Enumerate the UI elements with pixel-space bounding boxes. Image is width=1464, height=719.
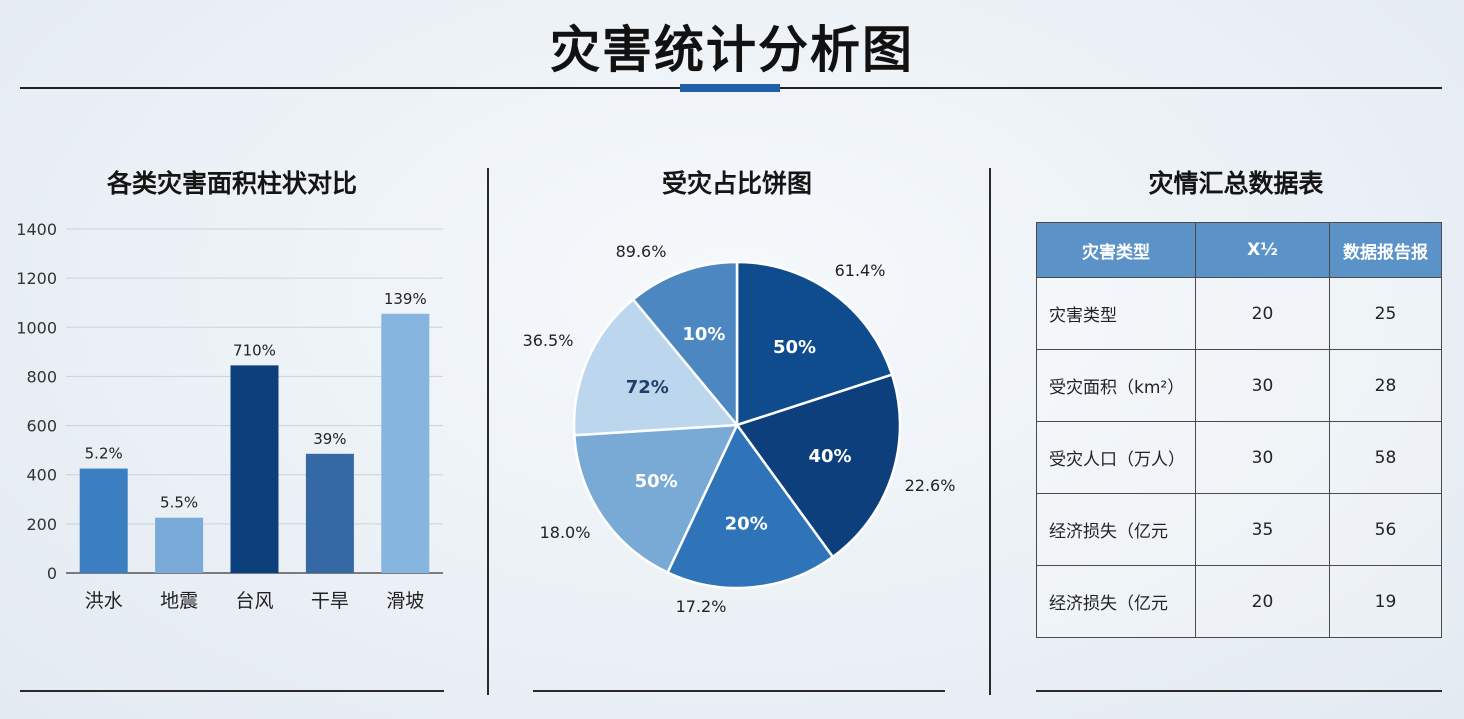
bar-chart: 0 200 400 600 800 1000 1200 1400 5.2% 洪水 5.5% 地震 710… (16, 220, 443, 612)
x-tick-label: 干旱 (311, 590, 349, 612)
table-cell: 30 (1195, 349, 1330, 422)
table-row: 灾害类型 20 25 (1036, 277, 1442, 350)
bar-data-label: 5.2% (85, 445, 123, 463)
bar-data-label: 710% (233, 341, 276, 359)
bar (155, 517, 204, 573)
y-tick-label: 1200 (16, 269, 57, 288)
pie-slice (631, 260, 739, 429)
pie-outer-label: 89.6% (616, 242, 667, 261)
table-row: 受灾人口（万人） 30 58 (1036, 421, 1442, 494)
pie-outer-label: 36.5% (523, 331, 574, 350)
table-cell: 56 (1329, 493, 1442, 566)
table-cell: 35 (1195, 493, 1330, 566)
pie-inner-label: 50% (635, 471, 678, 492)
title-accent-bar (680, 84, 780, 92)
pie-inner-label: 40% (808, 446, 851, 467)
table-cell: 28 (1329, 349, 1442, 422)
page-title: 灾害统计分析图 (550, 21, 914, 79)
table-title: 灾情汇总数据表 (1148, 169, 1324, 198)
x-tick-label: 滑坡 (386, 590, 424, 612)
bar-panel-bottom-rule (20, 690, 444, 692)
table-header-cell: 灾害类型 (1036, 222, 1196, 278)
pie-inner-label: 20% (725, 513, 768, 534)
bar-data-label: 39% (313, 430, 346, 448)
table-cell: 经济损失（亿元 (1036, 565, 1196, 638)
table-header-cell: 数据报告报 (1329, 222, 1442, 278)
pie-panel-bottom-rule (533, 690, 945, 692)
y-tick-label: 1000 (16, 318, 57, 337)
table-cell: 25 (1329, 277, 1442, 350)
y-tick-label: 1400 (16, 220, 57, 239)
pie-chart: 50% 61.4% 40% 22.6% 20% 17.2% 50% 18.0% 72% 36.5%… (523, 242, 956, 616)
y-tick-label: 0 (47, 564, 57, 583)
bar-chart-title: 各类灾害面积柱状对比 (106, 169, 357, 198)
pie-inner-label: 72% (626, 377, 669, 398)
pie-slice (572, 423, 740, 575)
pie-inner-label: 10% (682, 324, 725, 345)
pie-chart-title: 受灾占比饼图 (661, 169, 812, 198)
table-header-cell: X½ (1195, 222, 1330, 278)
panel-divider-right (989, 168, 991, 695)
table-cell: 20 (1195, 565, 1330, 638)
bar (230, 365, 279, 573)
table-cell: 受灾面积（km²） (1036, 349, 1196, 422)
table-header-row: 灾害类型 X½ 数据报告报 (1036, 222, 1442, 278)
bar-data-label: 139% (384, 290, 427, 308)
table-row: 经济损失（亿元 35 56 (1036, 493, 1442, 566)
bar (79, 468, 128, 573)
bar (305, 453, 354, 573)
x-tick-label: 洪水 (85, 590, 123, 612)
y-tick-label: 200 (26, 515, 57, 534)
table-row: 受灾面积（km²） 30 28 (1036, 349, 1442, 422)
pie-slice (665, 422, 835, 590)
pie-outer-label: 22.6% (905, 476, 956, 495)
panel-divider-left (487, 168, 489, 695)
bar (381, 313, 430, 573)
table-cell: 灾害类型 (1036, 277, 1196, 350)
pie-slice (735, 260, 894, 427)
table-cell: 经济损失（亿元 (1036, 493, 1196, 566)
pie-outer-label: 61.4% (835, 261, 886, 280)
pie-slice (734, 373, 902, 559)
pie-slice (572, 297, 740, 437)
bar-data-label: 5.5% (160, 494, 198, 512)
table-cell: 30 (1195, 421, 1330, 494)
x-tick-label: 台风 (235, 590, 273, 612)
table-cell: 58 (1329, 421, 1442, 494)
summary-table: 灾害类型 X½ 数据报告报 灾害类型 20 25 受灾面积（km²） 30 28… (1036, 222, 1442, 638)
table-cell: 20 (1195, 277, 1330, 350)
pie-outer-label: 18.0% (540, 523, 591, 542)
table-row: 经济损失（亿元 20 19 (1036, 565, 1442, 638)
y-tick-label: 400 (26, 466, 57, 485)
y-tick-label: 800 (26, 367, 57, 386)
pie-inner-label: 50% (773, 337, 816, 358)
pie-outer-label: 17.2% (676, 597, 727, 616)
table-cell: 19 (1329, 565, 1442, 638)
table-panel-bottom-rule (1036, 690, 1442, 692)
x-tick-label: 地震 (160, 590, 198, 612)
table-cell: 受灾人口（万人） (1036, 421, 1196, 494)
y-tick-label: 600 (26, 417, 57, 436)
